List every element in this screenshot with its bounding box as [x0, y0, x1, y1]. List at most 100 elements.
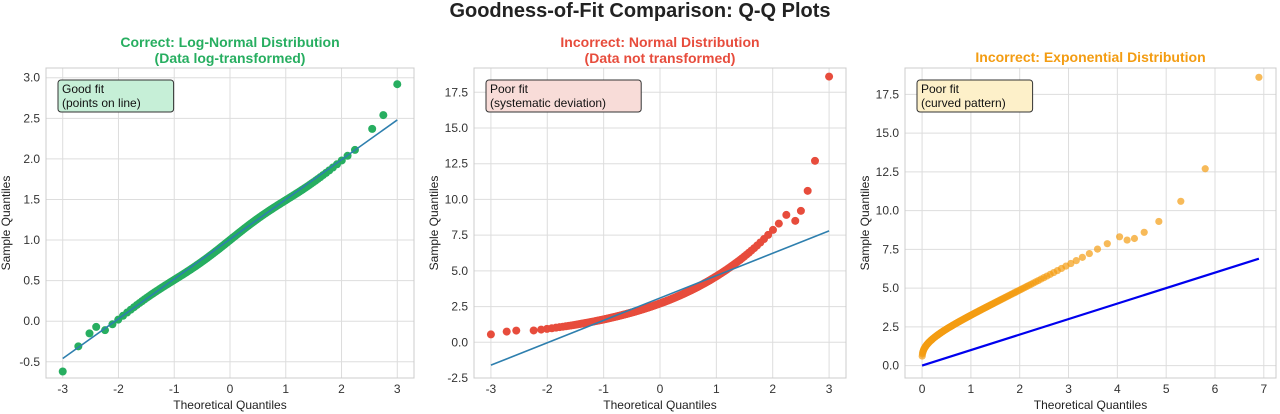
y-tick-label: 17.5 — [876, 87, 900, 101]
data-point — [1201, 165, 1209, 173]
x-axis-label: Theoretical Quantiles — [1034, 398, 1147, 412]
data-point — [1115, 233, 1124, 241]
x-axis-label: Theoretical Quantiles — [603, 398, 716, 412]
y-tick-label: 0.0 — [23, 314, 40, 328]
x-tick-label: 1 — [968, 382, 975, 396]
data-point — [782, 210, 791, 219]
y-axis-label: Sample Quantiles — [858, 176, 872, 271]
x-tick-label: 5 — [1163, 382, 1170, 396]
annotation-text: Poor fit — [921, 82, 960, 96]
data-point — [825, 72, 834, 81]
y-axis-label: Sample Quantiles — [0, 176, 13, 271]
y-tick-label: 2.0 — [23, 152, 40, 166]
data-point — [1067, 259, 1075, 268]
data-point — [1177, 197, 1185, 205]
data-point — [58, 367, 67, 376]
x-tick-label: -1 — [598, 382, 609, 396]
x-tick-label: 1 — [713, 382, 720, 396]
y-tick-label: 17.5 — [445, 85, 469, 99]
plot-frame — [904, 67, 1277, 379]
data-point — [1123, 236, 1131, 244]
y-tick-label: 5.0 — [882, 281, 899, 295]
x-tick-label: -3 — [57, 382, 68, 396]
x-tick-label: -1 — [169, 382, 180, 396]
data-point — [393, 80, 402, 89]
data-point — [486, 330, 495, 339]
x-tick-label: 6 — [1212, 382, 1219, 396]
data-point — [537, 325, 546, 334]
data-point — [811, 156, 819, 165]
x-tick-label: 2 — [1016, 382, 1023, 396]
x-tick-label: 7 — [1260, 382, 1267, 396]
annotation-box — [57, 79, 175, 113]
x-tick-label: 4 — [1114, 382, 1121, 396]
y-tick-label: 12.5 — [445, 157, 469, 171]
data-point — [1130, 234, 1139, 243]
reference-line — [921, 257, 1260, 367]
data-point — [1155, 217, 1163, 226]
x-tick-label: -2 — [542, 382, 553, 396]
subplot-title: (Data not transformed) — [585, 50, 736, 66]
subplot-title: Correct: Log-Normal Distribution — [120, 34, 339, 50]
y-tick-label: 5.0 — [451, 264, 468, 278]
x-tick-label: 1 — [282, 382, 289, 396]
y-tick-label: 2.5 — [451, 300, 468, 314]
data-point — [1255, 73, 1263, 81]
y-tick-label: 7.5 — [882, 242, 899, 256]
data-point — [92, 322, 101, 331]
x-tick-label: -3 — [486, 382, 497, 396]
data-point — [774, 219, 783, 228]
y-tick-label: 10.0 — [445, 192, 469, 206]
y-tick-label: 2.5 — [882, 320, 899, 334]
x-tick-label: 0 — [227, 382, 234, 396]
x-tick-label: 0 — [657, 382, 664, 396]
y-tick-label: 1.5 — [23, 192, 40, 206]
y-tick-label: 0.0 — [882, 359, 899, 373]
y-tick-label: 7.5 — [451, 228, 468, 242]
y-tick-label: 0.5 — [23, 274, 40, 288]
data-point — [796, 206, 805, 215]
y-tick-label: -2.5 — [447, 371, 468, 385]
data-point — [1103, 240, 1111, 248]
y-axis-label: Sample Quantiles — [427, 176, 441, 271]
data-point — [512, 326, 521, 335]
annotation-text: (systematic deviation) — [490, 96, 606, 110]
x-tick-label: 3 — [1065, 382, 1072, 396]
data-point — [85, 329, 94, 338]
data-point — [1093, 245, 1102, 253]
data-point — [803, 186, 812, 195]
y-tick-label: 3.0 — [23, 71, 40, 85]
reference-line — [490, 230, 830, 366]
data-point — [1140, 228, 1148, 236]
y-tick-label: 2.5 — [23, 111, 40, 125]
y-tick-label: 0.0 — [451, 335, 468, 349]
data-point — [379, 111, 388, 120]
annotation-text: (curved pattern) — [921, 96, 1006, 110]
data-point — [1072, 257, 1080, 265]
data-point — [529, 326, 538, 335]
y-tick-label: 1.0 — [23, 233, 40, 247]
data-point — [101, 326, 110, 335]
plot-frame — [45, 67, 415, 379]
y-tick-label: 10.0 — [876, 204, 900, 218]
data-point — [1085, 249, 1093, 258]
y-tick-label: -0.5 — [19, 355, 40, 369]
plot-frame — [473, 67, 847, 379]
annotation-text: (points on line) — [62, 96, 141, 110]
annotation-text: Good fit — [62, 82, 105, 96]
subplot-title: Incorrect: Exponential Distribution — [975, 49, 1205, 65]
data-point — [502, 327, 511, 336]
x-axis-label: Theoretical Quantiles — [173, 398, 286, 412]
subplot-title: (Data log-transformed) — [155, 50, 306, 66]
y-tick-label: 15.0 — [876, 126, 900, 140]
x-tick-label: 0 — [919, 382, 926, 396]
y-tick-label: 15.0 — [445, 121, 469, 135]
annotation-text: Poor fit — [490, 82, 529, 96]
annotation-box — [916, 79, 1034, 113]
data-point — [1078, 253, 1086, 261]
subplot-title: Incorrect: Normal Distribution — [560, 34, 759, 50]
data-point — [368, 124, 377, 133]
x-tick-label: 2 — [769, 382, 776, 396]
